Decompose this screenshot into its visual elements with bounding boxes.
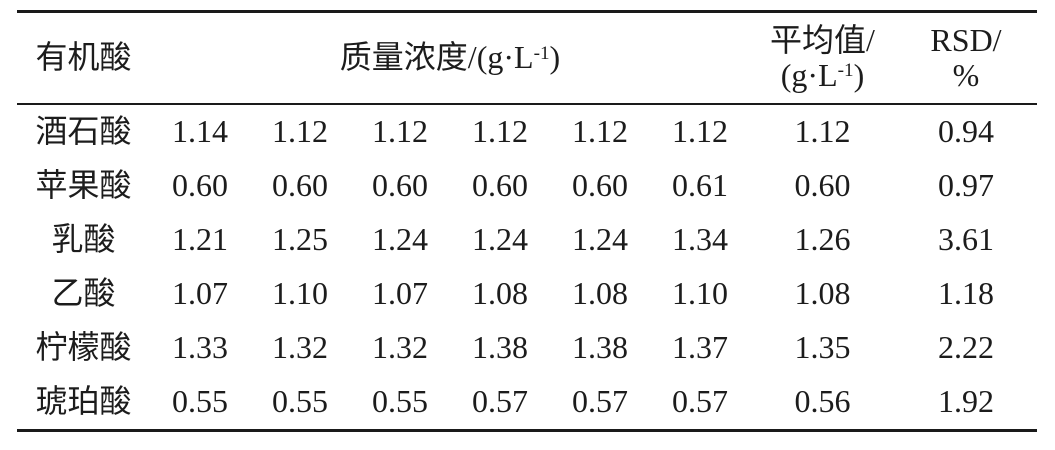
cell-value: 1.32	[372, 329, 428, 366]
cell-average: 1.35	[794, 329, 851, 366]
cell-value: 0.57	[472, 383, 528, 420]
cell-value: 1.12	[272, 113, 328, 150]
header-rsd-label: RSD/ %	[930, 21, 1002, 93]
cell-value: 1.21	[172, 221, 228, 258]
cell-value: 0.60	[272, 167, 328, 204]
cell-value: 1.25	[272, 221, 328, 258]
table-row-succinic: 琥珀酸 0.55 0.55 0.55 0.57 0.57 0.57 0.56 1…	[17, 375, 1037, 431]
cell-value: 1.10	[272, 275, 328, 312]
cell-value: 1.32	[272, 329, 328, 366]
header-average-superscript: -1	[837, 60, 854, 82]
organic-acid-results-table: 有机酸 质量浓度/(g·L-1) 平均值/ (g·L-1) RSD/ %	[17, 10, 1037, 432]
cell-value: 1.12	[372, 113, 428, 150]
cell-acid-name: 乙酸	[51, 275, 116, 312]
header-conc-pre: 质量浓度/(g·L	[339, 39, 534, 76]
cell-value: 0.61	[672, 167, 728, 204]
cell-value: 0.55	[372, 383, 428, 420]
cell-value: 1.24	[372, 221, 428, 258]
cell-value: 1.38	[572, 329, 628, 366]
cell-average: 1.12	[794, 113, 851, 150]
cell-value: 0.55	[172, 383, 228, 420]
cell-value: 0.57	[672, 383, 728, 420]
header-average-line1: 平均值/	[770, 21, 875, 58]
table-row-acetic: 乙酸 1.07 1.10 1.07 1.08 1.08 1.10 1.08 1.…	[17, 267, 1037, 321]
cell-value: 0.60	[472, 167, 528, 204]
cell-value: 0.57	[572, 383, 628, 420]
header-conc-post: )	[549, 39, 561, 76]
cell-acid-name: 酒石酸	[35, 113, 132, 150]
header-average: 平均值/ (g·L-1)	[750, 11, 895, 105]
cell-rsd: 1.18	[938, 275, 994, 312]
cell-average: 1.08	[794, 275, 851, 312]
table-row-malic: 苹果酸 0.60 0.60 0.60 0.60 0.60 0.61 0.60 0…	[17, 159, 1037, 213]
header-rsd: RSD/ %	[895, 11, 1037, 105]
table-header: 有机酸 质量浓度/(g·L-1) 平均值/ (g·L-1) RSD/ %	[17, 11, 1037, 105]
cell-value: 1.12	[472, 113, 528, 150]
header-average-label: 平均值/ (g·L-1)	[770, 21, 875, 93]
cell-value: 1.24	[572, 221, 628, 258]
cell-value: 1.12	[672, 113, 728, 150]
header-mass-concentration: 质量浓度/(g·L-1)	[150, 11, 750, 105]
cell-value: 1.07	[372, 275, 428, 312]
header-organic-acid: 有机酸	[17, 11, 150, 105]
cell-value: 1.07	[172, 275, 228, 312]
cell-value: 1.38	[472, 329, 528, 366]
cell-value: 0.60	[372, 167, 428, 204]
header-mass-concentration-label: 质量浓度/(g·L-1)	[340, 39, 560, 75]
header-rsd-line2: %	[952, 57, 980, 93]
cell-value: 1.14	[172, 113, 228, 150]
table-row-lactic: 乳酸 1.21 1.25 1.24 1.24 1.24 1.34 1.26 3.…	[17, 213, 1037, 267]
header-average-line2-pre: (g·L	[780, 57, 838, 93]
cell-value: 0.60	[172, 167, 228, 204]
cell-rsd: 2.22	[938, 329, 994, 366]
header-rsd-line1: RSD/	[930, 21, 1002, 58]
cell-value: 0.55	[272, 383, 328, 420]
header-organic-acid-label: 有机酸	[35, 39, 132, 76]
cell-rsd: 3.61	[938, 221, 994, 258]
header-average-line2: (g·L-1)	[770, 57, 875, 93]
header-conc-superscript: -1	[533, 42, 550, 64]
table-body: 酒石酸 1.14 1.12 1.12 1.12 1.12 1.12 1.12 0…	[17, 104, 1037, 431]
cell-acid-name: 乳酸	[51, 221, 116, 258]
cell-value: 1.37	[672, 329, 728, 366]
cell-rsd: 1.92	[938, 383, 994, 420]
header-row: 有机酸 质量浓度/(g·L-1) 平均值/ (g·L-1) RSD/ %	[17, 11, 1037, 105]
cell-acid-name: 琥珀酸	[35, 383, 132, 420]
cell-value: 1.33	[172, 329, 228, 366]
table-row-citric: 柠檬酸 1.33 1.32 1.32 1.38 1.38 1.37 1.35 2…	[17, 321, 1037, 375]
cell-value: 1.10	[672, 275, 728, 312]
cell-average: 1.26	[794, 221, 851, 258]
table-row-tartaric: 酒石酸 1.14 1.12 1.12 1.12 1.12 1.12 1.12 0…	[17, 104, 1037, 159]
cell-value: 1.08	[572, 275, 628, 312]
cell-acid-name: 柠檬酸	[35, 329, 132, 366]
cell-value: 0.60	[572, 167, 628, 204]
cell-value: 1.24	[472, 221, 528, 258]
cell-rsd: 0.94	[938, 113, 994, 150]
cell-average: 0.60	[794, 167, 851, 204]
cell-value: 1.12	[572, 113, 628, 150]
cell-acid-name: 苹果酸	[35, 167, 132, 204]
cell-value: 1.34	[672, 221, 728, 258]
header-average-line2-post: )	[853, 57, 865, 93]
cell-value: 1.08	[472, 275, 528, 312]
cell-average: 0.56	[794, 383, 851, 420]
cell-rsd: 0.97	[938, 167, 994, 204]
